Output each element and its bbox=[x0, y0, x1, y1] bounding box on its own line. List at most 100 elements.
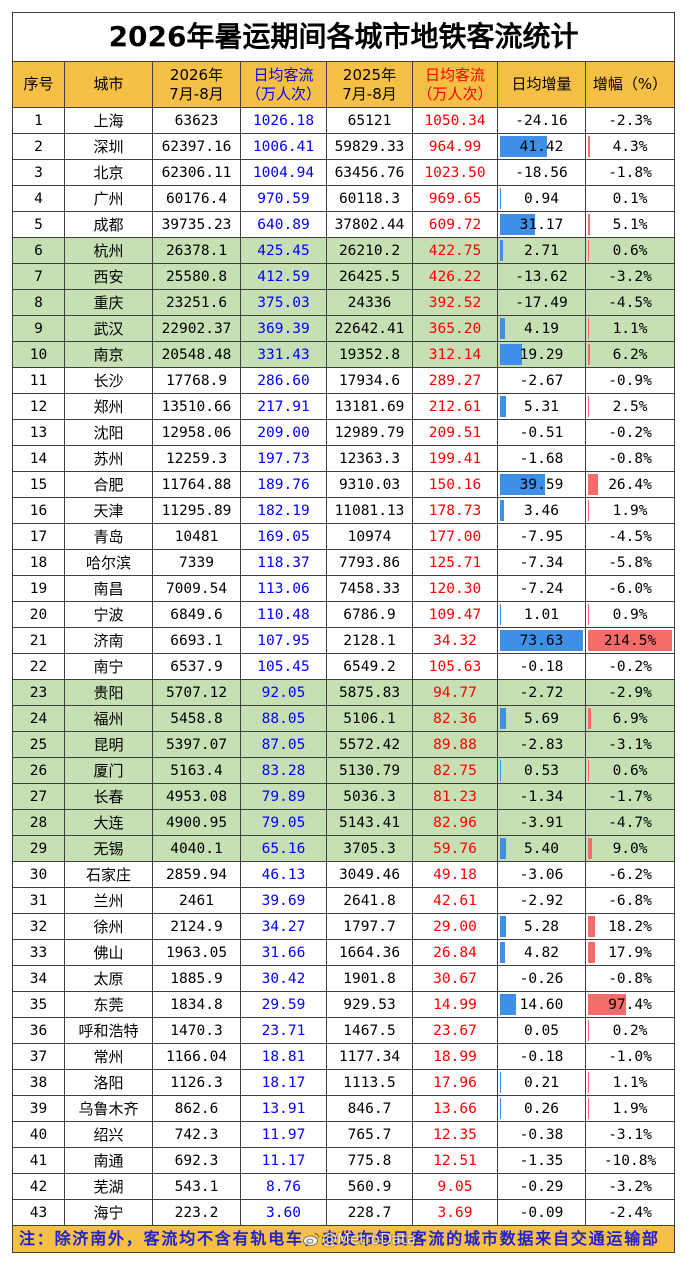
table-row: 32 徐州 2124.9 34.27 1797.7 29.00 5.28 18.2% bbox=[12, 913, 676, 940]
cell-total-2026-value: 6693.1 bbox=[170, 632, 223, 649]
cell-daily-increase-value: -1.34 bbox=[519, 788, 564, 805]
cell-city-value: 重庆 bbox=[93, 293, 124, 312]
cell-total-2026: 1166.04 bbox=[152, 1043, 241, 1070]
cell-total-2025-value: 65121 bbox=[347, 112, 392, 129]
cell-daily-2025: 392.52 bbox=[412, 289, 498, 316]
cell-daily-increase-value: -24.16 bbox=[515, 112, 568, 129]
cell-total-2025-value: 17934.6 bbox=[338, 372, 401, 389]
cell-total-2026: 4900.95 bbox=[152, 809, 241, 836]
cell-daily-2026: 1006.41 bbox=[240, 133, 327, 160]
cell-total-2026-value: 62306.11 bbox=[161, 164, 232, 181]
cell-daily-increase-value: 0.05 bbox=[524, 1022, 559, 1039]
daily-increase-bar bbox=[500, 838, 507, 859]
daily-increase-bar bbox=[500, 396, 506, 417]
cell-total-2025-value: 12363.3 bbox=[338, 450, 401, 467]
cell-daily-2026: 34.27 bbox=[240, 913, 327, 940]
cell-growth: -1.8% bbox=[584, 159, 676, 186]
cell-total-2025-value: 2641.8 bbox=[343, 892, 396, 909]
header-total-2026-line: 2026年 bbox=[169, 65, 224, 84]
cell-daily-increase: -0.18 bbox=[497, 653, 586, 680]
growth-bar bbox=[588, 214, 590, 235]
cell-daily-increase: -7.34 bbox=[497, 549, 586, 576]
cell-daily-2026-value: 169.05 bbox=[257, 528, 310, 545]
cell-daily-2025-value: 12.35 bbox=[433, 1126, 477, 1143]
cell-total-2025-value: 6786.9 bbox=[343, 606, 396, 623]
cell-index-value: 22 bbox=[29, 658, 48, 675]
table-row: 41 南通 692.3 11.17 775.8 12.51 -1.35 -10.8% bbox=[12, 1147, 676, 1174]
cell-growth: -6.0% bbox=[584, 575, 676, 602]
cell-index-value: 6 bbox=[34, 242, 43, 259]
cell-index-value: 37 bbox=[29, 1048, 48, 1065]
cell-daily-increase: -0.38 bbox=[497, 1121, 586, 1148]
daily-increase-bar bbox=[500, 214, 536, 235]
daily-increase-bar bbox=[500, 604, 502, 625]
cell-daily-2026: 1004.94 bbox=[240, 159, 327, 186]
cell-total-2025: 22642.41 bbox=[326, 315, 413, 342]
cell-total-2025-value: 13181.69 bbox=[334, 398, 405, 415]
cell-daily-2025-value: 964.99 bbox=[428, 138, 482, 155]
cell-daily-increase-value: 0.94 bbox=[524, 190, 559, 207]
cell-daily-2026-value: 105.45 bbox=[257, 658, 310, 675]
cell-growth: -6.2% bbox=[584, 861, 676, 888]
growth-bar bbox=[588, 396, 589, 417]
cell-daily-increase: 39.59 bbox=[497, 471, 586, 498]
cell-growth: 0.6% bbox=[584, 237, 676, 264]
cell-total-2026: 62306.11 bbox=[152, 159, 241, 186]
cell-total-2025-value: 5106.1 bbox=[343, 710, 396, 727]
cell-daily-increase-value: -1.35 bbox=[519, 1152, 564, 1169]
cell-daily-2026-value: 92.05 bbox=[261, 684, 306, 701]
cell-daily-increase: 5.69 bbox=[497, 705, 586, 732]
table-row: 37 常州 1166.04 18.81 1177.34 18.99 -0.18 -1.0% bbox=[12, 1043, 676, 1070]
cell-growth: 6.2% bbox=[584, 341, 676, 368]
cell-total-2025: 19352.8 bbox=[326, 341, 413, 368]
table-row: 19 南昌 7009.54 113.06 7458.33 120.30 -7.24 -6.0% bbox=[12, 575, 676, 602]
cell-index-value: 23 bbox=[29, 684, 48, 701]
cell-growth: 26.4% bbox=[584, 471, 676, 498]
cell-city-value: 兰州 bbox=[93, 891, 124, 910]
cell-total-2025: 26425.5 bbox=[326, 263, 413, 290]
cell-index-value: 21 bbox=[29, 632, 48, 649]
cell-daily-2025-value: 392.52 bbox=[428, 294, 482, 311]
cell-index: 7 bbox=[12, 263, 65, 290]
cell-city: 徐州 bbox=[64, 913, 153, 940]
cell-growth-value: -3.2% bbox=[608, 1178, 652, 1195]
table-row: 30 石家庄 2859.94 46.13 3049.46 49.18 -3.06 -6.2% bbox=[12, 861, 676, 888]
table-row: 33 佛山 1963.05 31.66 1664.36 26.84 4.82 17.9% bbox=[12, 939, 676, 966]
cell-city-value: 郑州 bbox=[93, 397, 124, 416]
cell-city: 长沙 bbox=[64, 367, 153, 394]
cell-daily-increase-value: 19.29 bbox=[519, 346, 564, 363]
cell-daily-2025: 426.22 bbox=[412, 263, 498, 290]
cell-daily-increase: -1.68 bbox=[497, 445, 586, 472]
cell-growth-value: -2.3% bbox=[608, 112, 652, 129]
cell-daily-2025-value: 17.96 bbox=[433, 1074, 477, 1091]
table-row: 12 郑州 13510.66 217.91 13181.69 212.61 5.31 2.5% bbox=[12, 393, 676, 420]
cell-index: 28 bbox=[12, 809, 65, 836]
cell-index: 36 bbox=[12, 1017, 65, 1044]
cell-city: 绍兴 bbox=[64, 1121, 153, 1148]
cell-daily-2026-value: 209.00 bbox=[257, 424, 310, 441]
cell-city-value: 成都 bbox=[93, 215, 124, 234]
cell-daily-2025: 29.00 bbox=[412, 913, 498, 940]
cell-daily-increase: -3.06 bbox=[497, 861, 586, 888]
cell-city-value: 厦门 bbox=[93, 761, 124, 780]
cell-index-value: 2 bbox=[34, 138, 43, 155]
cell-total-2026-value: 26378.1 bbox=[165, 242, 228, 259]
cell-daily-2025: 9.05 bbox=[412, 1173, 498, 1200]
cell-city-value: 芜湖 bbox=[93, 1177, 124, 1196]
cell-daily-2026-value: 39.69 bbox=[261, 892, 306, 909]
cell-daily-2025-value: 969.65 bbox=[428, 190, 482, 207]
table-row: 28 大连 4900.95 79.05 5143.41 82.96 -3.91 -4.7% bbox=[12, 809, 676, 836]
cell-daily-increase-value: -17.49 bbox=[515, 294, 568, 311]
cell-city-value: 东莞 bbox=[93, 995, 124, 1014]
growth-bar bbox=[588, 708, 591, 729]
cell-daily-2026-value: 113.06 bbox=[257, 580, 310, 597]
cell-daily-2026-value: 11.97 bbox=[261, 1126, 306, 1143]
cell-growth: -5.8% bbox=[584, 549, 676, 576]
cell-total-2026: 20548.48 bbox=[152, 341, 241, 368]
cell-index: 9 bbox=[12, 315, 65, 342]
cell-daily-2025: 422.75 bbox=[412, 237, 498, 264]
cell-index: 14 bbox=[12, 445, 65, 472]
cell-index-value: 17 bbox=[29, 528, 48, 545]
cell-daily-increase: -17.49 bbox=[497, 289, 586, 316]
cell-daily-increase-value: 14.60 bbox=[519, 996, 564, 1013]
